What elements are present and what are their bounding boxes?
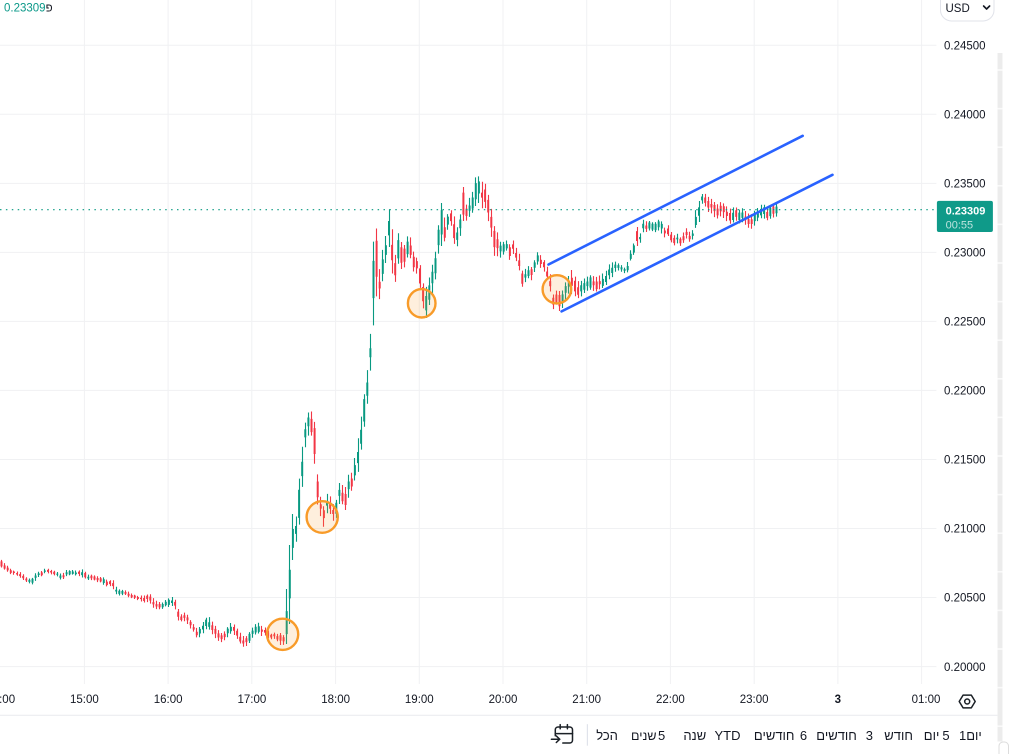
svg-text:1: 1: [959, 728, 966, 743]
svg-text:01:00: 01:00: [912, 694, 941, 706]
svg-text:שנה: שנה: [683, 728, 706, 743]
svg-text:הכל: הכל: [596, 728, 618, 743]
svg-text:שנים: שנים: [631, 729, 656, 743]
svg-text:5: 5: [942, 728, 949, 743]
svg-text:3: 3: [835, 694, 841, 706]
svg-text:0.23000: 0.23000: [944, 248, 986, 260]
svg-text:3: 3: [866, 728, 873, 743]
svg-text:0.24000: 0.24000: [944, 110, 986, 122]
svg-text:USD: USD: [946, 3, 970, 15]
svg-text:16:00: 16:00: [154, 694, 183, 706]
svg-text:21:00: 21:00: [572, 694, 601, 706]
svg-text:חודש: חודש: [884, 728, 913, 743]
svg-text:5: 5: [658, 728, 665, 743]
svg-text:0.22000: 0.22000: [944, 386, 986, 398]
svg-text:YTD: YTD: [715, 728, 741, 743]
svg-text:18:00: 18:00: [321, 694, 350, 706]
svg-text:0.21500: 0.21500: [944, 455, 986, 467]
svg-text:יום: יום: [924, 728, 940, 743]
svg-text:00:55: 00:55: [946, 219, 974, 231]
svg-text:0.23309: 0.23309: [946, 206, 986, 218]
svg-text:15:00: 15:00: [70, 694, 99, 706]
svg-text:0.23309פ: 0.23309פ: [4, 3, 53, 15]
svg-text:0.21000: 0.21000: [944, 524, 986, 536]
svg-text:0.24500: 0.24500: [944, 41, 986, 53]
svg-text:23:00: 23:00: [740, 694, 769, 706]
svg-text:17:00: 17:00: [238, 694, 267, 706]
svg-text:22:00: 22:00: [656, 694, 685, 706]
svg-text:20:00: 20:00: [489, 694, 518, 706]
svg-text:19:00: 19:00: [405, 694, 434, 706]
svg-text:0.23500: 0.23500: [944, 179, 986, 191]
svg-text:6: 6: [800, 728, 807, 743]
svg-text:יום: יום: [966, 728, 982, 743]
svg-text:0.22500: 0.22500: [944, 317, 986, 329]
svg-text:14:00: 14:00: [0, 694, 15, 706]
svg-text:חודשים: חודשים: [754, 728, 795, 743]
svg-text:0.20500: 0.20500: [944, 593, 986, 605]
svg-text:חודשים: חודשים: [816, 728, 857, 743]
svg-text:0.20000: 0.20000: [944, 662, 986, 674]
